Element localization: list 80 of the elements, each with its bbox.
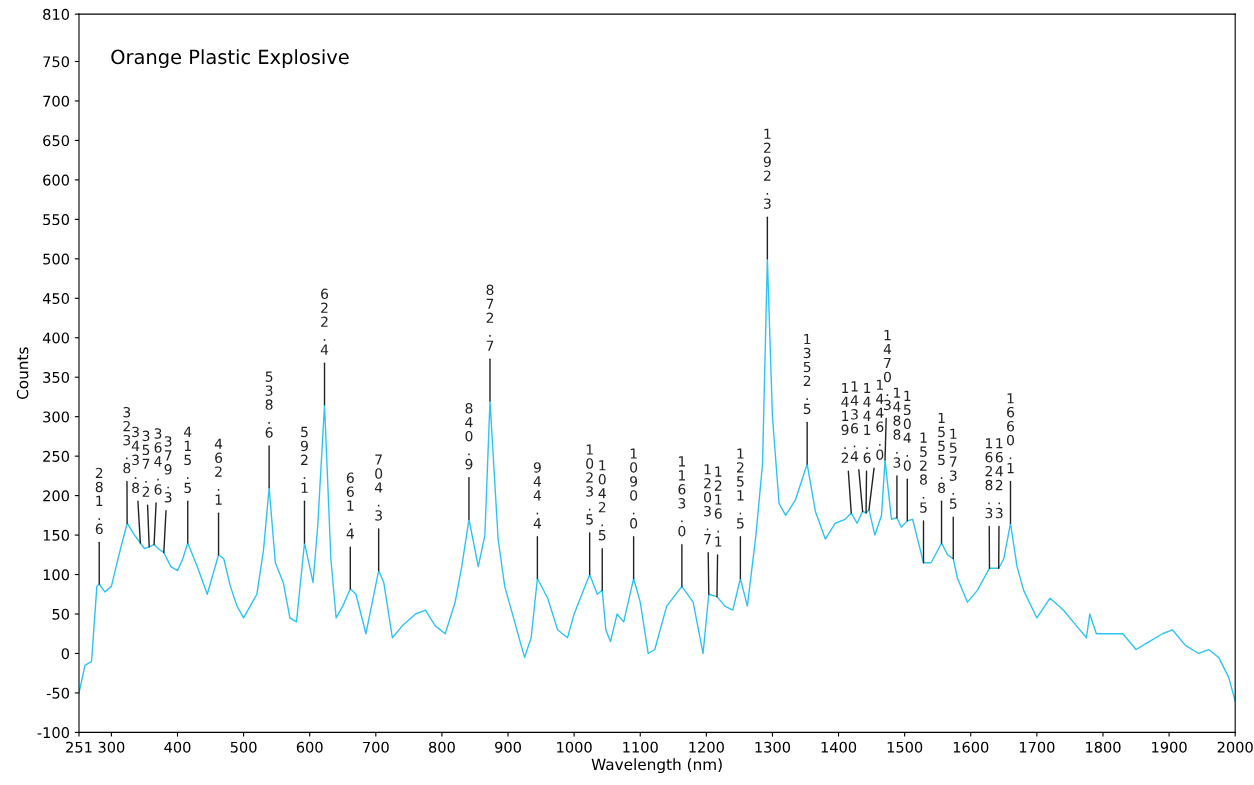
y-tick-label: -100 [37,727,70,739]
x-tick-label: 1700 [1019,741,1055,753]
annotation: 1436.4 [850,381,859,462]
x-tick-label: 1000 [557,741,592,753]
annotation: 1660.1 [1006,393,1015,474]
annotation: 1470.3 [883,330,892,411]
annotation: 872.7 [486,284,494,351]
y-tick-label: 400 [42,332,70,344]
annotation: 1216.1 [714,466,722,547]
y-tick-label: 150 [43,529,70,541]
annotation: 704.3 [374,454,383,521]
x-tick-label: 800 [428,741,455,753]
annotation: 415.5 [184,426,192,494]
annotation: 462.1 [214,438,223,505]
x-tick-label: 1600 [953,741,989,753]
y-tick-label: 300 [43,411,70,423]
y-tick-label: -50 [46,687,70,699]
text: Orange Plastic Explosive [111,49,349,68]
annotation: 1042.5 [598,460,606,541]
annotation: 1504.0 [903,390,911,471]
annotation: 661.4 [346,472,354,539]
y-tick-label: 500 [43,253,70,265]
annotation: 622.4 [320,288,329,355]
x-tick-label: 900 [495,741,521,753]
x-tick-label: 1400 [821,741,857,753]
x-tick-label: 700 [363,741,389,753]
x-tick-label: 1100 [623,741,658,753]
annotation: 1488.3 [893,387,901,468]
annotation: 1555.8 [938,412,946,494]
x-tick-label: 300 [98,741,125,753]
annotation: 364.6 [154,428,162,495]
y-tick-label: 250 [43,450,70,462]
x-tick-label: 251 [66,741,92,753]
annotation: 1023.5 [586,444,594,525]
annotation: 1090.0 [630,448,638,529]
annotation: 1528.5 [920,432,927,513]
annotation: 323.8 [123,406,131,474]
annotation: 592.1 [300,426,308,493]
x-tick-label: 500 [230,741,257,753]
y-tick-label: 0 [61,648,70,660]
y-tick-label: 600 [43,174,70,186]
annotation: 1441.6 [863,382,871,464]
x-tick-label: 400 [164,741,191,753]
y-tick-label: 650 [43,135,70,147]
annotation: 1446.0 [876,379,884,460]
y-tick-label: 200 [43,490,70,502]
line-series [79,258,1236,702]
annotation: 1419.2 [841,382,849,463]
x-tick-label: 1300 [755,741,791,753]
annotation: 944.4 [533,462,542,529]
x-tick-label: 2000 [1217,741,1253,753]
annotation: 1628.3 [985,438,993,519]
y-axis-title: Counts [16,347,29,400]
annotation: 1203.7 [704,464,712,545]
annotation: 840.9 [465,402,473,470]
y-tick-label: 450 [42,293,70,305]
annotation: 1251.5 [736,448,744,529]
y-tick-label: 750 [43,56,70,68]
y-tick-label: 550 [43,214,70,226]
y-tick-label: 50 [52,608,70,620]
annotation: 281.6 [95,467,103,535]
x-tick-label: 1200 [689,741,724,753]
annotation: 379.3 [164,436,172,503]
annotation: 1573.5 [949,428,957,509]
annotation: 538.6 [265,371,273,438]
x-tick-label: 600 [296,741,323,753]
y-tick-label: 350 [43,371,70,383]
annotation: 357.2 [142,430,150,497]
x-tick-label: 1800 [1086,741,1121,753]
annotation: 1292.3 [763,128,771,209]
annotation: 1642.3 [995,438,1003,519]
x-axis-title: Wavelength (nm) [591,758,722,774]
y-tick-label: 810 [43,8,70,20]
x-tick-label: 1900 [1152,741,1187,753]
y-tick-label: 700 [43,95,70,107]
annotation: 1352.5 [803,333,811,415]
x-tick-label: 1500 [887,741,923,753]
annotation: 343.8 [131,426,140,494]
y-tick-label: 100 [43,569,70,581]
annotation: 1163.0 [678,456,686,537]
